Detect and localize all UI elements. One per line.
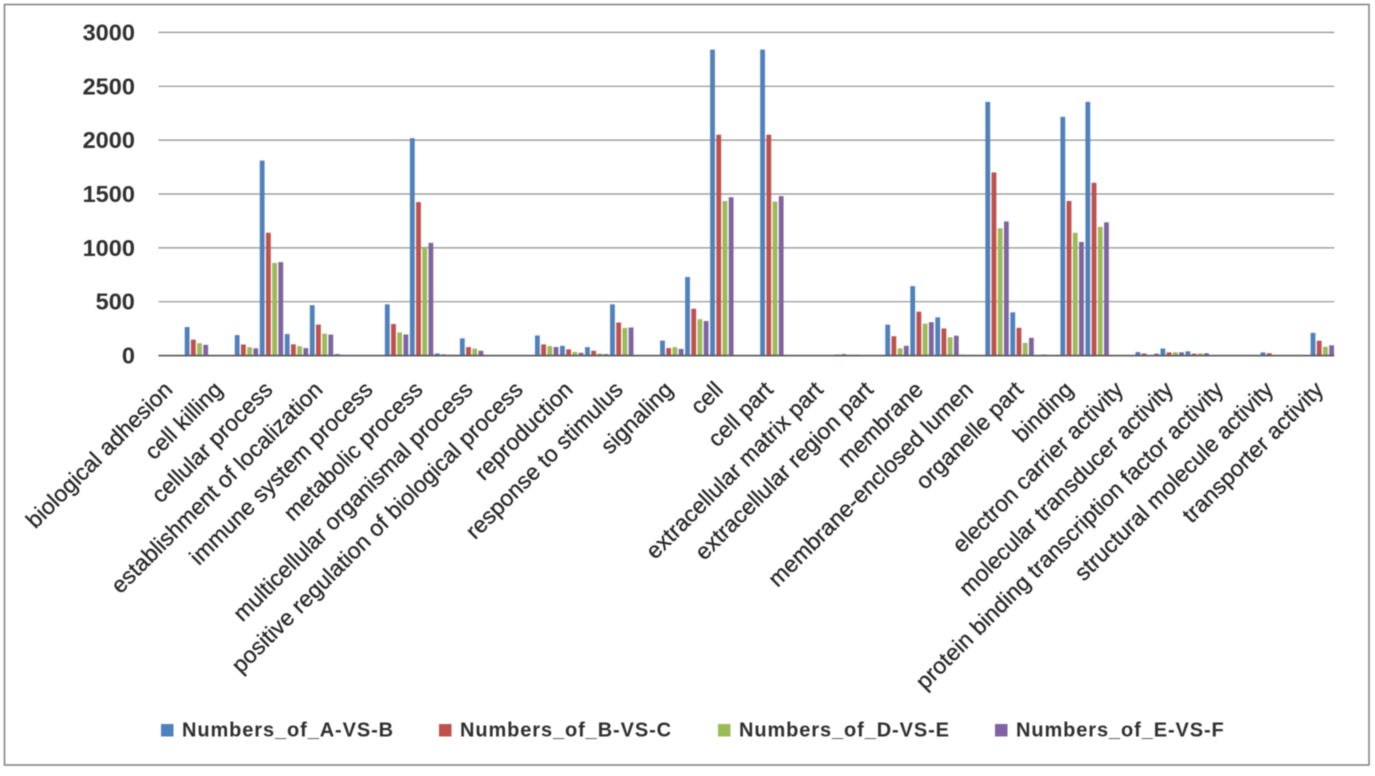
svg-text:Numbers_of_A-VS-B: Numbers_of_A-VS-B <box>182 720 394 742</box>
svg-text:Numbers_of_D-VS-E: Numbers_of_D-VS-E <box>739 720 950 742</box>
svg-text:2500: 2500 <box>83 73 135 99</box>
svg-text:500: 500 <box>96 289 135 315</box>
svg-text:3000: 3000 <box>83 19 135 45</box>
svg-text:0: 0 <box>122 343 135 369</box>
svg-text:1000: 1000 <box>83 235 135 261</box>
svg-text:Numbers_of_E-VS-F: Numbers_of_E-VS-F <box>1016 720 1225 742</box>
svg-text:Numbers_of_B-VS-C: Numbers_of_B-VS-C <box>460 720 672 742</box>
svg-text:2000: 2000 <box>83 127 135 153</box>
svg-text:1500: 1500 <box>83 181 135 207</box>
